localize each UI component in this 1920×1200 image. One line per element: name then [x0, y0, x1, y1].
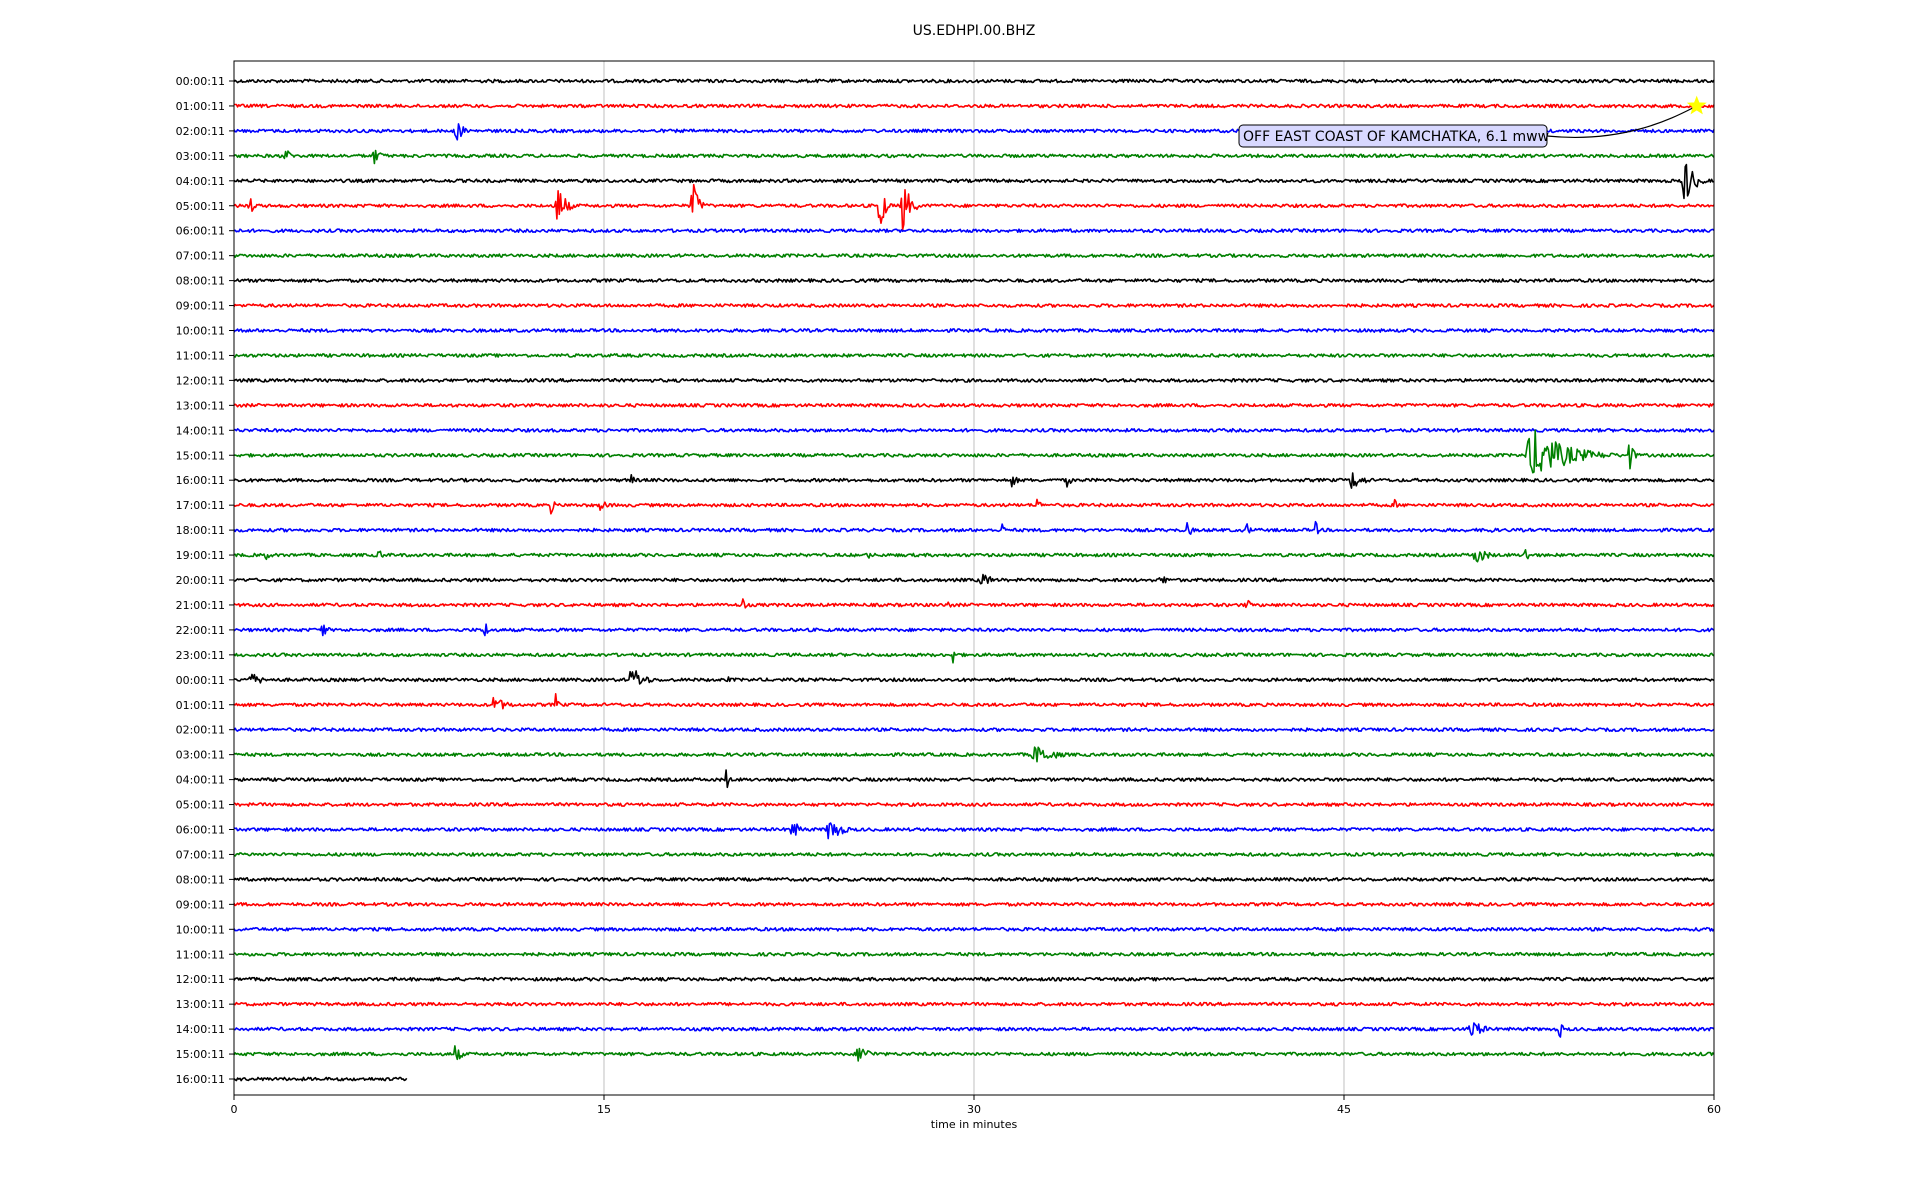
trace-row-23: [233, 651, 1715, 664]
y-tick-label-3: 03:00:11: [176, 150, 225, 163]
x-tick-label-3: 45: [1337, 1103, 1351, 1116]
x-ticks: 0 15 30 45 60: [231, 1095, 1721, 1116]
trace-row-24: [233, 670, 1715, 685]
x-tick-label-4: 60: [1707, 1103, 1721, 1116]
y-tick-label-39: 15:00:11: [176, 1048, 225, 1061]
y-tick-label-1: 01:00:11: [176, 100, 225, 113]
trace-row-27: [233, 746, 1715, 763]
trace-row-39: [233, 1045, 1715, 1062]
y-tick-label-15: 15:00:11: [176, 449, 225, 462]
trace-row-33: [233, 901, 1715, 907]
trace-row-40: [233, 1076, 408, 1082]
x-axis-label: time in minutes: [931, 1118, 1018, 1131]
trace-row-35: [234, 951, 1715, 957]
trace-row-14: [233, 427, 1715, 433]
y-tick-label-24: 00:00:11: [176, 674, 225, 687]
x-tick-label-2: 30: [967, 1103, 981, 1116]
y-tick-label-19: 19:00:11: [176, 549, 225, 562]
y-tick-label-8: 08:00:11: [176, 275, 225, 288]
y-tick-label-18: 18:00:11: [176, 524, 225, 537]
trace-row-29: [233, 802, 1715, 807]
y-tick-label-26: 02:00:11: [176, 724, 225, 737]
trace-row-1: [234, 103, 1715, 109]
y-tick-label-10: 10:00:11: [176, 325, 225, 338]
trace-row-9: [233, 303, 1715, 308]
trace-row-38: [234, 1022, 1715, 1038]
trace-row-8: [233, 278, 1715, 284]
trace-row-20: [234, 573, 1715, 585]
event-annotation: OFF EAST COAST OF KAMCHATKA, 6.1 mww: [1238, 95, 1707, 148]
y-tick-label-29: 05:00:11: [176, 799, 225, 812]
trace-row-13: [233, 402, 1715, 408]
trace-lines: [233, 78, 1715, 1082]
annotation-arrow: [1546, 105, 1697, 138]
trace-row-18: [233, 520, 1715, 535]
y-tick-label-21: 21:00:11: [176, 599, 225, 612]
y-tick-labels: 00:00:11 01:00:11 02:00:11 03:00:11 04:00:11…: [176, 75, 234, 1086]
trace-row-0: [233, 78, 1715, 84]
trace-row-17: [233, 498, 1715, 515]
chart-title: US.EDHPI.00.BHZ: [913, 23, 1036, 39]
y-tick-label-6: 06:00:11: [176, 225, 225, 238]
y-tick-label-23: 23:00:11: [176, 649, 225, 662]
trace-row-32: [233, 876, 1715, 882]
y-tick-label-5: 05:00:11: [176, 200, 225, 213]
y-tick-label-40: 16:00:11: [176, 1073, 225, 1086]
annotation-box: [1238, 124, 1548, 148]
y-tick-label-31: 07:00:11: [176, 848, 225, 861]
trace-row-11: [233, 353, 1715, 358]
y-tick-label-16: 16:00:11: [176, 474, 225, 487]
trace-row-19: [233, 548, 1715, 563]
y-tick-label-32: 08:00:11: [176, 873, 225, 886]
y-tick-label-20: 20:00:11: [176, 574, 225, 587]
y-tick-label-14: 14:00:11: [176, 424, 225, 437]
trace-row-3: [233, 149, 1715, 165]
y-tick-label-7: 07:00:11: [176, 250, 225, 263]
y-tick-label-12: 12:00:11: [176, 374, 225, 387]
plot-frame: [233, 60, 1715, 1096]
trace-row-7: [233, 253, 1715, 259]
y-tick-label-2: 02:00:11: [176, 125, 225, 138]
trace-row-16: [233, 472, 1715, 489]
x-tick-label-0: 0: [231, 1103, 238, 1116]
annotation-text: OFF EAST COAST OF KAMCHATKA, 6.1 mww: [1243, 129, 1549, 145]
y-tick-label-33: 09:00:11: [176, 898, 225, 911]
trace-row-12: [233, 377, 1715, 383]
y-tick-label-13: 13:00:11: [176, 399, 225, 412]
y-tick-label-4: 04:00:11: [176, 175, 225, 188]
y-tick-label-11: 11:00:11: [176, 349, 225, 362]
trace-row-6: [233, 228, 1715, 234]
trace-row-30: [233, 822, 1715, 840]
y-tick-label-35: 11:00:11: [176, 948, 225, 961]
y-tick-label-28: 04:00:11: [176, 774, 225, 787]
trace-row-10: [233, 328, 1715, 333]
y-tick-label-22: 22:00:11: [176, 624, 225, 637]
y-tick-label-34: 10:00:11: [176, 923, 225, 936]
y-tick-label-17: 17:00:11: [176, 499, 225, 512]
trace-row-15: [233, 429, 1715, 474]
trace-row-34: [233, 926, 1715, 932]
y-tick-label-25: 01:00:11: [176, 699, 225, 712]
trace-row-25: [233, 692, 1715, 710]
trace-row-22: [233, 623, 1715, 637]
trace-row-21: [233, 598, 1715, 609]
y-tick-label-0: 00:00:11: [176, 75, 225, 88]
trace-row-5: [233, 183, 1715, 231]
y-tick-label-9: 09:00:11: [176, 300, 225, 313]
trace-row-28: [233, 769, 1715, 789]
y-tick-label-37: 13:00:11: [176, 998, 225, 1011]
y-tick-label-38: 14:00:11: [176, 1023, 225, 1036]
trace-row-36: [233, 976, 1715, 982]
y-tick-label-36: 12:00:11: [176, 973, 225, 986]
x-tick-label-1: 15: [597, 1103, 611, 1116]
trace-row-31: [233, 852, 1715, 857]
y-tick-label-30: 06:00:11: [176, 824, 225, 837]
trace-row-37: [233, 1001, 1715, 1007]
trace-row-26: [233, 727, 1715, 733]
trace-row-4: [233, 163, 1715, 200]
y-tick-label-27: 03:00:11: [176, 749, 225, 762]
event-star-marker: [1686, 95, 1707, 115]
